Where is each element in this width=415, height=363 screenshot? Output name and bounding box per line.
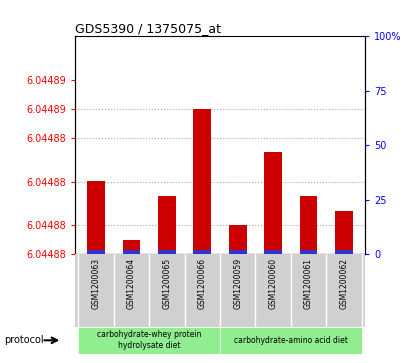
Text: GSM1200064: GSM1200064	[127, 258, 136, 309]
Bar	[158, 250, 176, 254]
Bar	[264, 152, 282, 254]
Bar	[193, 250, 211, 254]
Text: GSM1200062: GSM1200062	[339, 258, 349, 309]
Text: GSM1200063: GSM1200063	[91, 258, 100, 309]
Bar	[122, 250, 140, 254]
Bar	[229, 225, 247, 254]
Bar	[193, 109, 211, 254]
Text: GDS5390 / 1375075_at: GDS5390 / 1375075_at	[75, 22, 221, 35]
Text: GSM1200065: GSM1200065	[162, 258, 171, 309]
Text: GSM1200066: GSM1200066	[198, 258, 207, 309]
Bar	[78, 327, 220, 354]
Text: GSM1200061: GSM1200061	[304, 258, 313, 309]
Bar	[122, 240, 140, 254]
Bar	[87, 182, 105, 254]
Bar	[300, 250, 317, 254]
Text: protocol: protocol	[4, 335, 44, 346]
Bar	[264, 250, 282, 254]
Bar	[335, 250, 353, 254]
Text: GSM1200060: GSM1200060	[269, 258, 278, 309]
Bar	[229, 250, 247, 254]
Bar	[220, 327, 361, 354]
Text: carbohydrate-amino acid diet: carbohydrate-amino acid diet	[234, 336, 348, 345]
Bar	[300, 196, 317, 254]
Text: GSM1200059: GSM1200059	[233, 258, 242, 309]
Bar	[87, 250, 105, 254]
Bar	[335, 211, 353, 254]
Text: carbohydrate-whey protein
hydrolysate diet: carbohydrate-whey protein hydrolysate di…	[97, 330, 201, 350]
Bar	[158, 196, 176, 254]
